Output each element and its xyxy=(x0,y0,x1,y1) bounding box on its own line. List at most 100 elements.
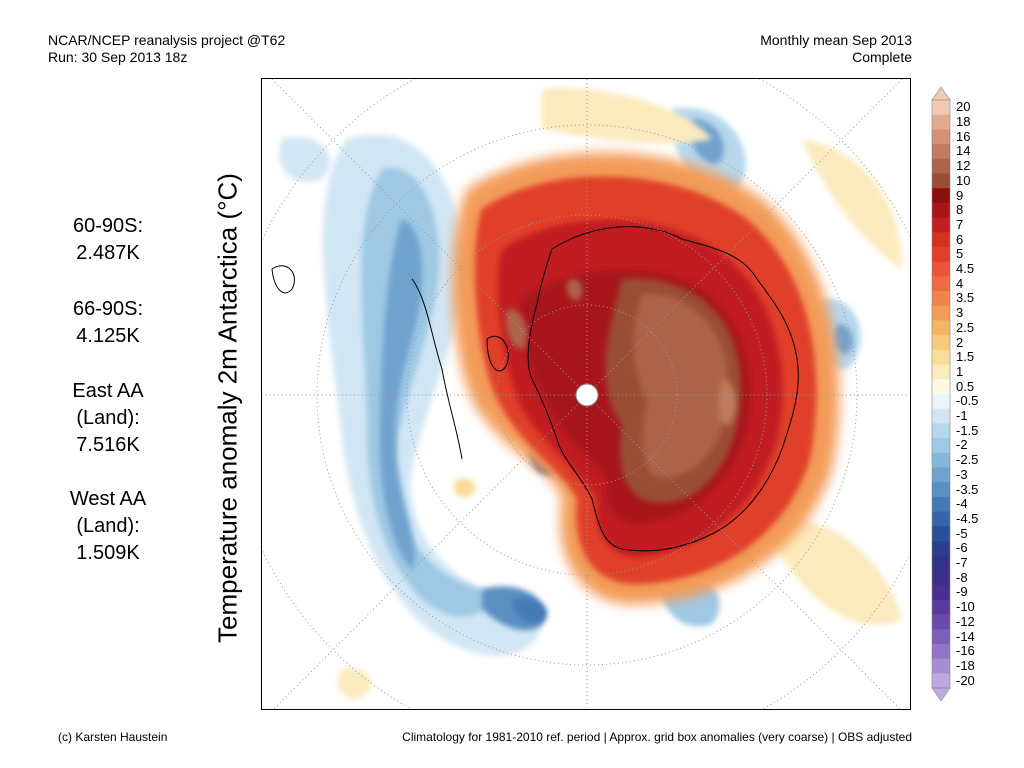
copyright: (c) Karsten Haustein xyxy=(58,730,168,744)
colorbar-tick-label: 10 xyxy=(956,172,971,188)
colorbar-swatch xyxy=(932,173,950,189)
colorbar-swatch xyxy=(932,511,950,527)
warm-anomaly-region xyxy=(452,152,840,605)
colorbar-tick-label: -3.5 xyxy=(956,481,979,497)
colorbar-tick-label: 8 xyxy=(956,202,964,218)
run-date: Run: 30 Sep 2013 18z xyxy=(48,49,188,65)
stat-label: East AA xyxy=(72,380,144,402)
map-variable-label: Temperature anomaly 2m Antarctica (°C) xyxy=(212,173,243,643)
colorbar-swatch xyxy=(932,599,950,615)
colorbar-swatch xyxy=(932,335,950,351)
stat-66-90s: 66-90S: 4.125K xyxy=(52,296,164,350)
colorbar-swatch xyxy=(932,232,950,248)
colorbar-tick-label: -2.5 xyxy=(956,452,979,468)
methodology-note: Climatology for 1981-2010 ref. period | … xyxy=(402,730,912,744)
header-left: NCAR/NCEP reanalysis project @T62 Run: 3… xyxy=(48,32,285,66)
colorbar-tick-label: -14 xyxy=(956,628,975,644)
colorbar-tick-label: -5 xyxy=(956,525,968,541)
colorbar-swatch xyxy=(932,217,950,233)
colorbar-tick-label: 16 xyxy=(956,128,971,144)
colorbar-tick-label: -6 xyxy=(956,540,968,556)
colorbar-swatch xyxy=(932,261,950,277)
colorbar-swatch xyxy=(932,408,950,424)
colorbar-swatch xyxy=(932,394,950,410)
colorbar-tick-label: 4.5 xyxy=(956,261,975,277)
colorbar-swatch xyxy=(932,555,950,571)
colorbar-swatch xyxy=(932,114,950,130)
colorbar-swatch xyxy=(932,496,950,512)
colorbar-tick-label: -10 xyxy=(956,599,975,615)
model-title: NCAR/NCEP reanalysis project @T62 xyxy=(48,32,286,48)
stat-value: 7.516K xyxy=(76,434,140,456)
colorbar-tick-label: -0.5 xyxy=(956,393,979,409)
stat-east-aa: East AA (Land): 7.516K xyxy=(52,378,164,459)
colorbar-swatch xyxy=(932,158,950,174)
colorbar-tick-label: -1.5 xyxy=(956,422,979,438)
colorbar-tick-label: 2 xyxy=(956,334,964,350)
colorbar-tick-label: 18 xyxy=(956,114,971,130)
colorbar-swatch xyxy=(932,247,950,263)
colorbar-swatch xyxy=(932,305,950,321)
colorbar-swatch xyxy=(932,585,950,601)
colorbar-tick-label: -8 xyxy=(956,569,968,585)
colorbar-tick-label: 3.5 xyxy=(956,290,975,306)
colorbar-swatch xyxy=(932,423,950,439)
south-pole-marker xyxy=(575,383,599,407)
colorbar-tick-label: -18 xyxy=(956,657,975,673)
colorbar-tick-label: -7 xyxy=(956,555,968,571)
colorbar-swatch xyxy=(932,291,950,307)
colorbar-swatch xyxy=(932,570,950,586)
colorbar-swatch xyxy=(932,364,950,380)
coastline xyxy=(271,226,799,552)
stat-label: West AA xyxy=(69,488,147,510)
colorbar-swatch xyxy=(932,349,950,365)
colorbar-swatch xyxy=(932,482,950,498)
colorbar-tick-label: -20 xyxy=(956,672,975,688)
colorbar-tick-label: -16 xyxy=(956,643,975,659)
stat-value: 2.487K xyxy=(76,242,140,264)
colorbar-swatch xyxy=(932,629,950,645)
stat-west-aa: West AA (Land): 1.509K xyxy=(52,486,164,567)
colorbar-swatch xyxy=(932,144,950,160)
colorbar-swatch xyxy=(932,658,950,674)
colorbar-max-arrow xyxy=(931,86,951,101)
colorbar-swatch xyxy=(932,129,950,145)
colorbar-tick-label: 2.5 xyxy=(956,319,975,335)
stat-value: 4.125K xyxy=(76,325,140,347)
colorbar-tick-label: -9 xyxy=(956,584,968,600)
colorbar-swatch xyxy=(932,614,950,630)
colorbar-swatch xyxy=(932,320,950,336)
colorbar-tick-label: 5 xyxy=(956,246,964,262)
stat-value: 1.509K xyxy=(76,542,140,564)
colorbar-swatch xyxy=(932,438,950,454)
colorbar-swatch xyxy=(932,452,950,468)
colorbar-tick-label: 6 xyxy=(956,231,964,247)
colorbar-tick-label: 7 xyxy=(956,216,964,232)
colorbar-swatch xyxy=(932,188,950,204)
colorbar-swatch xyxy=(932,467,950,483)
colorbar xyxy=(931,86,951,702)
colorbar-tick-label: 3 xyxy=(956,305,964,321)
colorbar-swatch xyxy=(932,379,950,395)
period-title: Monthly mean Sep 2013 xyxy=(760,32,912,48)
colorbar-tick-label: -3 xyxy=(956,466,968,482)
colorbar-swatch xyxy=(932,541,950,557)
colorbar-tick-label: -4 xyxy=(956,496,968,512)
completeness-status: Complete xyxy=(852,49,912,65)
colorbar-swatch xyxy=(932,202,950,218)
colorbar-tick-label: -1 xyxy=(956,408,968,424)
colorbar-tick-label: 14 xyxy=(956,143,971,159)
colorbar-tick-label: 9 xyxy=(956,187,964,203)
anomaly-map xyxy=(261,78,911,710)
colorbar-tick-label: 20 xyxy=(956,99,971,115)
colorbar-tick-label: -12 xyxy=(956,613,975,629)
polar-stereographic-map xyxy=(262,79,910,709)
header-right: Monthly mean Sep 2013 Complete xyxy=(760,32,912,66)
colorbar-tick-label: 1.5 xyxy=(956,349,975,365)
colorbar-tick-label: -4.5 xyxy=(956,510,979,526)
colorbar-tick-label: -2 xyxy=(956,437,968,453)
colorbar-tick-label: 1 xyxy=(956,363,964,379)
stat-label-sub: (Land): xyxy=(76,407,140,429)
colorbar-swatch xyxy=(932,673,950,689)
colorbar-tick-label: 4 xyxy=(956,275,964,291)
